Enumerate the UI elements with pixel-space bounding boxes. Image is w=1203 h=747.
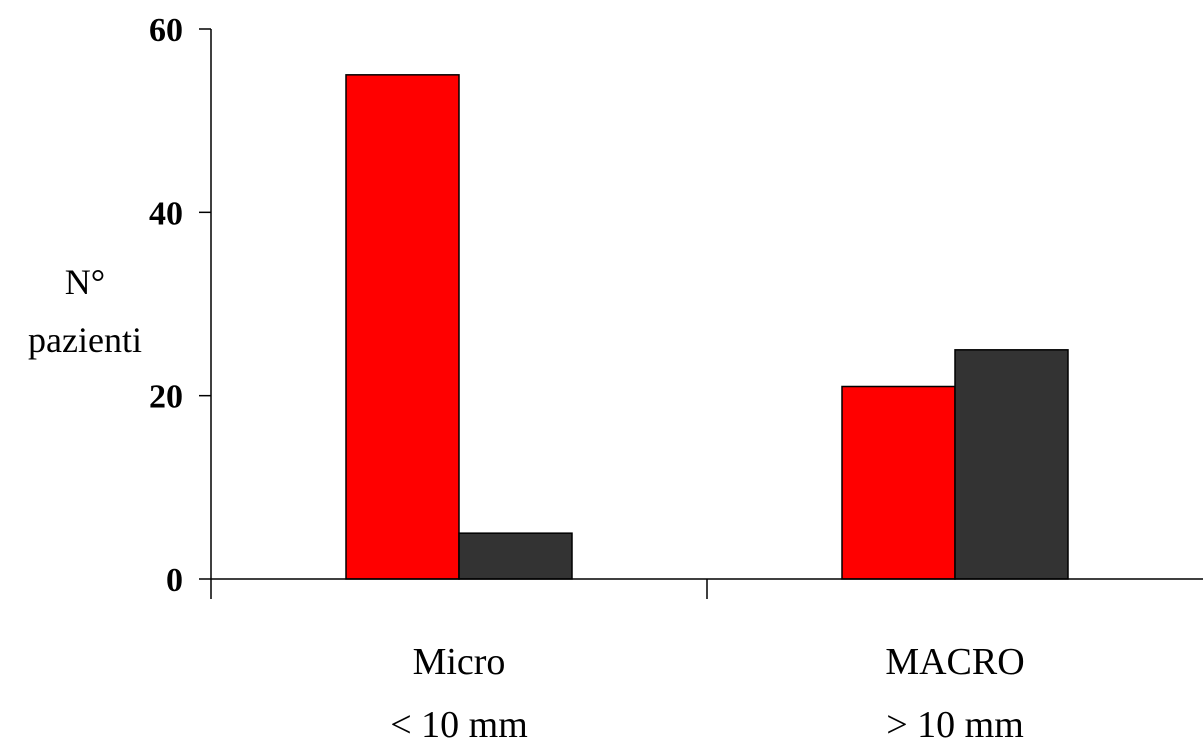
y-tick-label: 20: [149, 379, 183, 416]
category-sublabel: > 10 mm: [886, 704, 1024, 746]
y-tick-label: 40: [149, 195, 183, 232]
y-tick-labels: 0 20 40 60: [149, 12, 183, 599]
bar: [458, 532, 573, 580]
bars: [345, 74, 1069, 580]
y-tick-label: 60: [149, 12, 183, 49]
y-axis-label-line-1: N°: [65, 262, 105, 302]
bar: [841, 385, 956, 580]
category-labels: Micro < 10 mm MACRO > 10 mm: [390, 641, 1024, 746]
axes: [199, 28, 1203, 599]
category-label: Micro: [413, 641, 506, 683]
bar: [954, 349, 1069, 580]
y-tick-label: 0: [166, 562, 183, 599]
y-axis-label-line-2: pazienti: [28, 320, 142, 360]
bar: [345, 74, 460, 580]
category-sublabel: < 10 mm: [390, 704, 528, 746]
category-label: MACRO: [885, 641, 1024, 683]
